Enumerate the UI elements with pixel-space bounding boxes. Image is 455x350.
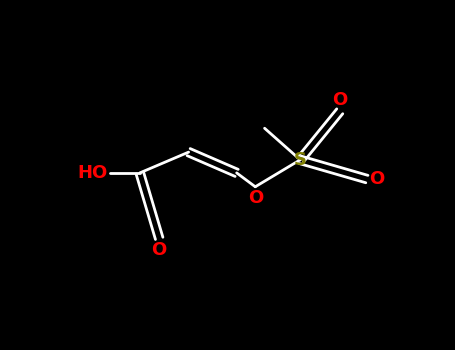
- Text: O: O: [332, 91, 347, 109]
- Text: S: S: [294, 151, 307, 169]
- Text: HO: HO: [78, 164, 108, 182]
- Text: O: O: [152, 241, 167, 259]
- Text: O: O: [369, 170, 384, 188]
- Text: O: O: [248, 189, 263, 207]
